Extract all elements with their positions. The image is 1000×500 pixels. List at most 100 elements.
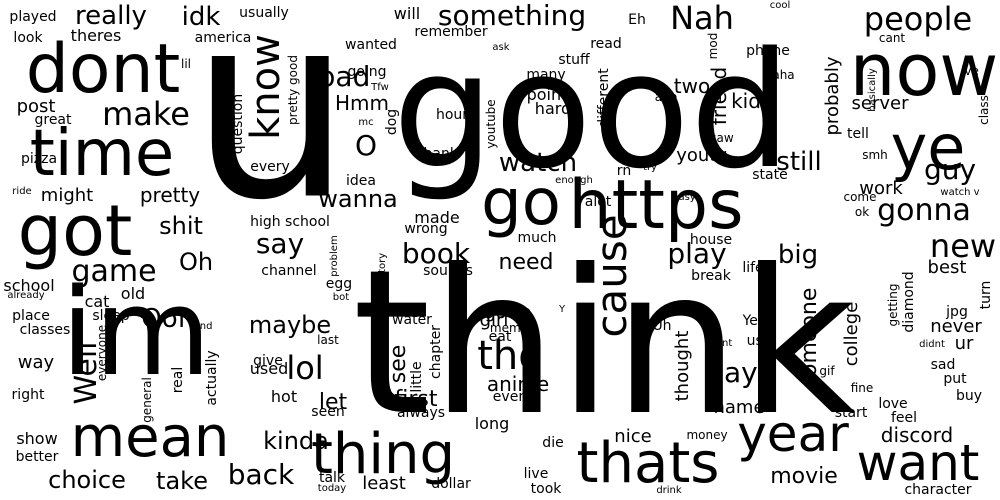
word: general (140, 377, 154, 423)
word: year (737, 405, 849, 463)
word: every (250, 159, 290, 175)
word: fine (850, 381, 874, 395)
word: saw (710, 131, 734, 145)
word: water (392, 312, 432, 328)
word: great (34, 112, 72, 128)
word: Oh (178, 248, 214, 276)
word: way (17, 352, 55, 373)
word: used (249, 359, 289, 378)
word: end (193, 321, 213, 332)
word: hour (435, 107, 469, 123)
word: easy (672, 192, 696, 203)
word: ive (961, 64, 979, 78)
word: seen (311, 404, 345, 420)
word: old (120, 284, 146, 303)
word: wanted (345, 37, 397, 53)
word: kinda (263, 427, 329, 455)
word: nice (614, 426, 652, 447)
word: rn (616, 163, 632, 179)
word: big (777, 240, 819, 270)
word: wanna (318, 185, 398, 213)
word: mc (358, 117, 374, 128)
word: back (227, 458, 295, 491)
word: everyone (95, 324, 109, 382)
word: day (706, 356, 758, 389)
word: Eh (628, 12, 646, 28)
word: sleep (92, 308, 130, 324)
word: https (568, 166, 744, 245)
word: give (253, 353, 283, 369)
word: going (347, 64, 387, 80)
word: Nah (670, 0, 734, 37)
word: start (834, 405, 868, 421)
word: drink (656, 485, 682, 496)
word: cat (84, 292, 110, 311)
word: meme (489, 321, 529, 335)
word: stuff (558, 52, 590, 68)
word: chapter (428, 325, 444, 379)
word: anime (486, 372, 550, 396)
word: smh (862, 148, 888, 162)
word: come (843, 190, 877, 204)
word: something (437, 0, 587, 32)
word: ur (954, 333, 974, 354)
word: today (317, 483, 347, 494)
word: choice (48, 466, 126, 494)
word: know (243, 34, 289, 140)
word: little (409, 361, 425, 393)
word: time (29, 117, 175, 191)
word: lol (286, 349, 324, 387)
word: actually (204, 350, 220, 406)
word: pretty (139, 183, 201, 207)
word: money (686, 428, 728, 442)
word: state (752, 167, 788, 183)
word: school (3, 276, 55, 295)
word: gonna (877, 193, 971, 228)
word: name (713, 397, 765, 418)
word: life (742, 260, 764, 276)
word: thats (576, 431, 720, 496)
word: put (943, 371, 967, 387)
word: diamond (901, 271, 917, 333)
word: cant (878, 31, 906, 45)
word: turn (978, 280, 994, 310)
word: thought (672, 330, 693, 402)
word: long (474, 414, 510, 433)
word: egg (325, 276, 353, 292)
word: O (354, 129, 378, 162)
word: u (190, 0, 352, 257)
word: hot (270, 387, 298, 406)
word: dont (25, 30, 181, 109)
word: got (17, 190, 133, 272)
word: last (317, 333, 339, 347)
word: pretty good (286, 55, 300, 125)
word: least (362, 473, 406, 494)
word: girl (479, 310, 509, 331)
word: Y (558, 304, 566, 315)
word: see (386, 344, 411, 384)
word: thank (418, 146, 458, 162)
word: usually (239, 5, 289, 21)
word: basically (867, 68, 878, 112)
word: eat (488, 329, 512, 345)
word: mod (706, 32, 720, 60)
word: app (654, 90, 678, 104)
word: character (904, 482, 972, 498)
word: watch (498, 148, 578, 178)
word: Tfw (371, 82, 389, 93)
word: die (542, 435, 564, 451)
word: work (859, 178, 903, 199)
word: tell (847, 126, 869, 142)
word: hard (534, 99, 572, 118)
word: now (849, 28, 999, 112)
word: theres (70, 26, 122, 45)
word: already (7, 290, 45, 301)
word: always (396, 405, 446, 421)
word: will (393, 4, 421, 23)
word: cause (587, 214, 636, 338)
word: place (12, 308, 50, 324)
word: post (16, 96, 56, 117)
word: tho (477, 333, 543, 379)
word: ok (854, 205, 870, 219)
